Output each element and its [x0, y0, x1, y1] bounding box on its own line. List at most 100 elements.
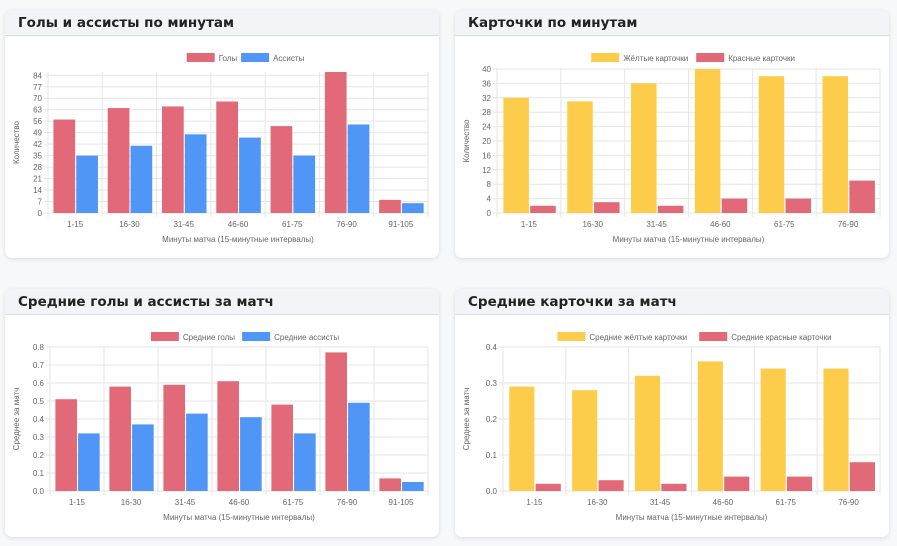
legend-label: Средние голы [183, 333, 235, 342]
card-title: Голы и ассисты по минутам [5, 10, 439, 36]
y-axis-title: Количество [462, 119, 471, 163]
y-tick-label: 0.4 [33, 415, 45, 424]
y-tick-label: 24 [482, 123, 491, 132]
bar-Жёлтые-карточки-16-30 [567, 101, 593, 213]
y-tick-label: 0.6 [33, 379, 45, 388]
x-tick-label: 61-75 [283, 498, 304, 507]
y-tick-label: 63 [33, 106, 42, 115]
x-tick-label: 31-45 [650, 498, 671, 507]
avg-cards-card: Средние карточки за матч 0.0 0.1 0.2 0.3 0.4… [455, 289, 889, 537]
legend-swatch [557, 332, 586, 341]
bar-Жёлтые-карточки-61-75 [758, 76, 785, 213]
legend-label: Средние красные карточки [731, 333, 831, 342]
bar-Ассисты-46-60 [239, 137, 261, 213]
y-tick-label: 0.1 [33, 469, 45, 478]
x-tick-label: 1-15 [69, 498, 86, 507]
x-tick-label: 76-90 [838, 498, 859, 507]
bar-Средние-голы-76-90 [325, 352, 347, 491]
x-axis-title: Минуты матча (15-минутные интервалы) [613, 235, 765, 244]
x-tick-label: 46-60 [710, 220, 731, 229]
x-tick-label: 91-105 [389, 498, 414, 507]
y-tick-label: 49 [33, 129, 42, 138]
x-tick-label: 76-90 [336, 220, 357, 229]
y-tick-label: 0.0 [33, 487, 45, 496]
y-tick-label: 40 [482, 65, 491, 74]
x-tick-label: 46-60 [228, 220, 249, 229]
card-title: Средние карточки за матч [455, 289, 889, 315]
x-tick-label: 61-75 [776, 498, 797, 507]
y-tick-label: 20 [482, 137, 491, 146]
legend-label: Красные карточки [728, 54, 795, 63]
y-tick-label: 7 [38, 198, 43, 207]
y-tick-label: 28 [482, 108, 491, 117]
y-tick-label: 0.0 [486, 487, 498, 496]
bar-Средние-красные-карточки-31-45 [661, 483, 687, 491]
y-tick-label: 0 [487, 209, 492, 218]
y-tick-label: 0.5 [33, 397, 45, 406]
bar-Жёлтые-карточки-1-15 [503, 97, 529, 213]
x-tick-label: 1-15 [67, 220, 84, 229]
y-tick-label: 8 [487, 180, 492, 189]
legend-swatch [241, 53, 270, 62]
x-tick-label: 76-90 [337, 498, 358, 507]
x-axis-title: Минуты матча (15-минутные интервалы) [162, 235, 314, 244]
x-tick-label: 31-45 [646, 220, 667, 229]
y-tick-label: 0.3 [33, 433, 45, 442]
y-tick-label: 4 [487, 195, 492, 204]
legend-label: Средние жёлтые карточки [589, 333, 687, 342]
bar-Голы-61-75 [270, 126, 293, 213]
bar-Средние-голы-91-105 [379, 478, 401, 491]
y-tick-label: 0.4 [486, 343, 498, 352]
y-tick-label: 0.7 [33, 361, 45, 370]
bar-Средние-ассисты-61-75 [294, 433, 316, 491]
x-axis-title: Минуты матча (15-минутные интервалы) [163, 513, 315, 522]
bar-Средние-ассисты-76-90 [348, 402, 370, 491]
x-tick-label: 46-60 [713, 498, 734, 507]
bar-Голы-16-30 [107, 108, 130, 213]
bar-Средние-ассисты-91-105 [402, 482, 424, 491]
y-tick-label: 36 [482, 79, 491, 88]
y-tick-label: 0.3 [486, 379, 498, 388]
bar-Голы-31-45 [162, 106, 184, 213]
x-tick-label: 1-15 [521, 220, 538, 229]
bar-Средние-голы-31-45 [163, 384, 185, 491]
x-tick-label: 16-30 [121, 498, 142, 507]
avg-goals-assists-chart: 0.0 0.1 0.2 0.3 0.4 0.5 0.6 0.7 0.8 1-15 16-30 31-4… [12, 332, 429, 522]
bar-Средние-ассисты-46-60 [240, 417, 262, 491]
bar-Ассисты-31-45 [184, 134, 207, 213]
y-tick-label: 84 [33, 71, 42, 80]
bar-Средние-ассисты-16-30 [132, 424, 154, 491]
legend-swatch [591, 53, 620, 62]
legend-swatch [186, 53, 215, 62]
x-tick-label: 31-45 [175, 498, 196, 507]
y-tick-label: 21 [33, 175, 42, 184]
y-axis-title: Количество [12, 120, 21, 164]
x-tick-label: 61-75 [282, 220, 303, 229]
y-tick-label: 14 [33, 186, 42, 195]
bar-Жёлтые-карточки-31-45 [631, 83, 657, 214]
y-tick-label: 0.8 [33, 343, 45, 352]
y-tick-label: 28 [33, 163, 42, 172]
x-tick-label: 1-15 [526, 498, 543, 507]
y-tick-label: 0.1 [486, 451, 498, 460]
x-tick-label: 61-75 [774, 220, 795, 229]
x-axis-title: Минуты матча (15-минутные интервалы) [616, 513, 768, 522]
legend-label: Голы [219, 54, 238, 63]
x-tick-label: 16-30 [119, 220, 140, 229]
bar-Голы-46-60 [216, 101, 238, 213]
avg-goals-assists-card: Средние голы и ассисты за матч 0.0 0.1 0.2… [5, 289, 439, 537]
bar-Ассисты-1-15 [76, 155, 98, 213]
bar-Ассисты-61-75 [293, 155, 316, 213]
y-tick-label: 0.2 [33, 451, 45, 460]
bar-Ассисты-76-90 [347, 124, 370, 213]
legend-swatch [699, 332, 728, 341]
bar-Средние-ассисты-1-15 [78, 433, 100, 491]
bar-Средние-красные-карточки-46-60 [724, 476, 750, 491]
bar-Средние-жёлтые-карточки-1-15 [509, 386, 535, 491]
bar-Средние-голы-61-75 [271, 404, 293, 491]
bar-Красные-карточки-16-30 [594, 202, 620, 213]
legend-swatch [150, 332, 179, 341]
bar-Красные-карточки-61-75 [785, 198, 812, 213]
bar-Ассисты-91-105 [401, 203, 424, 213]
y-tick-label: 42 [33, 140, 42, 149]
